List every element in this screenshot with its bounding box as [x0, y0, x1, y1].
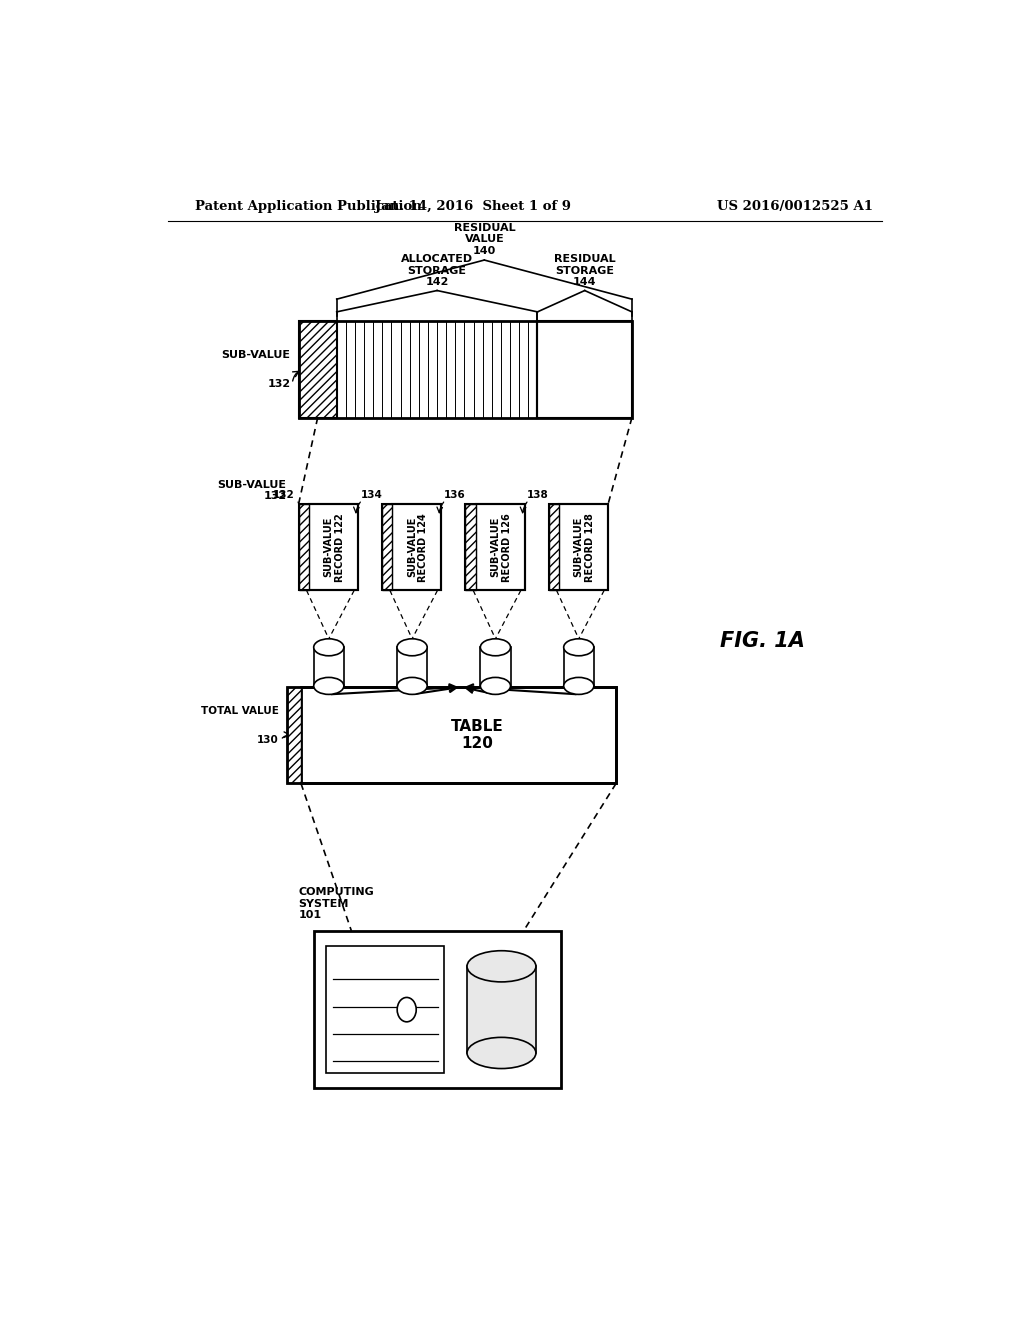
- Text: SUB-VALUE
RECORD 128: SUB-VALUE RECORD 128: [573, 512, 595, 582]
- Bar: [480, 647, 511, 686]
- Text: 138: 138: [527, 490, 549, 500]
- Ellipse shape: [313, 677, 344, 694]
- Bar: [559, 504, 608, 590]
- Bar: [538, 321, 632, 417]
- Text: 132: 132: [263, 491, 287, 500]
- Ellipse shape: [480, 677, 511, 694]
- Text: SUB-VALUE
RECORD 122: SUB-VALUE RECORD 122: [324, 512, 345, 582]
- Bar: [549, 504, 559, 590]
- Text: 136: 136: [443, 490, 466, 500]
- Bar: [299, 504, 358, 590]
- Bar: [382, 504, 441, 590]
- Text: 134: 134: [360, 490, 382, 500]
- Text: DB: DB: [495, 1001, 509, 1008]
- Bar: [299, 321, 632, 417]
- Text: ALLOCATED
STORAGE
142: ALLOCATED STORAGE 142: [401, 255, 473, 288]
- Text: SUB-VALUE
RECORD 126: SUB-VALUE RECORD 126: [490, 512, 512, 582]
- Bar: [287, 686, 301, 784]
- Text: SUB-VALUE: SUB-VALUE: [221, 350, 291, 360]
- Ellipse shape: [480, 639, 511, 656]
- Text: 108: 108: [583, 704, 604, 714]
- Bar: [392, 504, 441, 590]
- Bar: [549, 504, 608, 590]
- Text: RESIDUAL
STORAGE
144: RESIDUAL STORAGE 144: [554, 255, 615, 288]
- Bar: [465, 504, 524, 590]
- Bar: [549, 504, 608, 590]
- Bar: [475, 504, 525, 590]
- Bar: [299, 321, 337, 417]
- Text: 104: 104: [416, 704, 438, 714]
- Text: US 2016/0012525 A1: US 2016/0012525 A1: [717, 199, 872, 213]
- Bar: [299, 321, 632, 417]
- Text: SUB-VALUE: SUB-VALUE: [218, 479, 287, 490]
- Text: Patent Application Publication: Patent Application Publication: [196, 199, 422, 213]
- Bar: [465, 504, 475, 590]
- Text: 132: 132: [273, 490, 295, 500]
- Bar: [465, 504, 524, 590]
- Text: Jan. 14, 2016  Sheet 1 of 9: Jan. 14, 2016 Sheet 1 of 9: [375, 199, 571, 213]
- Text: 106: 106: [500, 704, 521, 714]
- Bar: [314, 931, 560, 1089]
- Bar: [301, 686, 616, 784]
- Bar: [382, 504, 392, 590]
- Bar: [397, 647, 427, 686]
- Text: TOTAL VALUE: TOTAL VALUE: [201, 706, 279, 715]
- Bar: [467, 966, 536, 1053]
- Ellipse shape: [467, 1038, 536, 1069]
- Bar: [327, 946, 444, 1073]
- Text: TABLE
120: TABLE 120: [452, 719, 504, 751]
- Ellipse shape: [563, 639, 594, 656]
- Bar: [287, 686, 616, 784]
- Text: 102: 102: [333, 704, 354, 714]
- Ellipse shape: [313, 639, 344, 656]
- Bar: [563, 647, 594, 686]
- Bar: [299, 504, 358, 590]
- Bar: [299, 504, 309, 590]
- Bar: [309, 504, 358, 590]
- Text: RESIDUAL
VALUE
140: RESIDUAL VALUE 140: [454, 223, 515, 256]
- Ellipse shape: [397, 639, 427, 656]
- Bar: [313, 647, 344, 686]
- Ellipse shape: [397, 677, 427, 694]
- Ellipse shape: [563, 677, 594, 694]
- Text: 132: 132: [267, 379, 291, 389]
- Text: 102: 102: [493, 1020, 511, 1030]
- Text: COMPUTING
SYSTEM
101: COMPUTING SYSTEM 101: [299, 887, 375, 920]
- Circle shape: [397, 998, 416, 1022]
- Text: FIG. 1A: FIG. 1A: [721, 631, 805, 651]
- Text: 130: 130: [257, 735, 279, 744]
- Text: SUB-VALUE
RECORD 124: SUB-VALUE RECORD 124: [407, 512, 428, 582]
- Bar: [382, 504, 441, 590]
- Bar: [287, 686, 616, 784]
- Ellipse shape: [467, 950, 536, 982]
